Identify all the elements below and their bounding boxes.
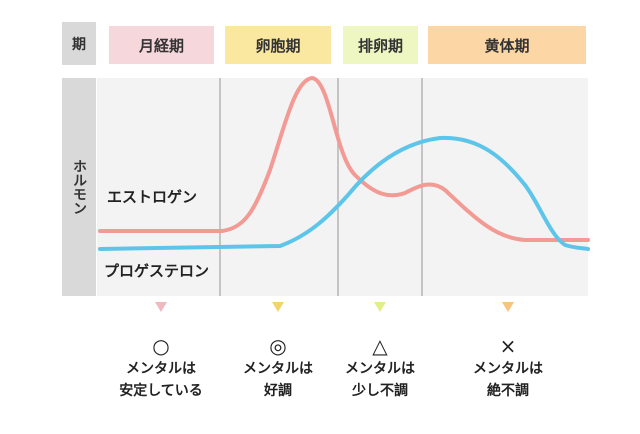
status-line-2: 絶不調 (487, 383, 529, 399)
estrogen-curve (98, 75, 590, 242)
status-symbol: ○ (152, 334, 170, 358)
status-line-1: メンタルは (126, 361, 196, 377)
status-luteal: × メンタルは 絶不調 (448, 334, 568, 402)
marker-luteal (502, 302, 514, 312)
phase-header-luteal: 黄体期 (428, 26, 586, 64)
phase-header-menstrual: 月経期 (109, 26, 214, 64)
status-ovulation: △ メンタルは 少し不調 (320, 334, 440, 402)
status-line-1: メンタルは (345, 361, 415, 377)
status-symbol: ◎ (269, 334, 287, 358)
status-line-2: 安定している (119, 383, 203, 399)
hormone-plot-area (97, 78, 588, 296)
phase-header-ovulation: 排卵期 (343, 26, 418, 64)
status-menstrual: ○ メンタルは 安定している (101, 334, 221, 402)
status-symbol: △ (372, 334, 388, 358)
status-follicular: ◎ メンタルは 好調 (218, 334, 338, 402)
hormone-axis-label: ホルモン (62, 78, 96, 296)
phase-header-follicular: 卵胞期 (225, 26, 331, 64)
marker-menstrual (155, 302, 167, 312)
progesterone-label: プロゲステロン (104, 262, 210, 280)
period-header-label: 期 (62, 22, 96, 65)
status-line-1: メンタルは (243, 361, 313, 377)
estrogen-label: エストロゲン (107, 188, 198, 206)
progesterone-curve (98, 135, 590, 251)
marker-ovulation (374, 302, 386, 312)
status-line-1: メンタルは (473, 361, 543, 377)
status-line-2: 少し不調 (352, 383, 408, 399)
status-line-2: 好調 (264, 383, 292, 399)
status-symbol: × (499, 334, 517, 358)
marker-follicular (272, 302, 284, 312)
